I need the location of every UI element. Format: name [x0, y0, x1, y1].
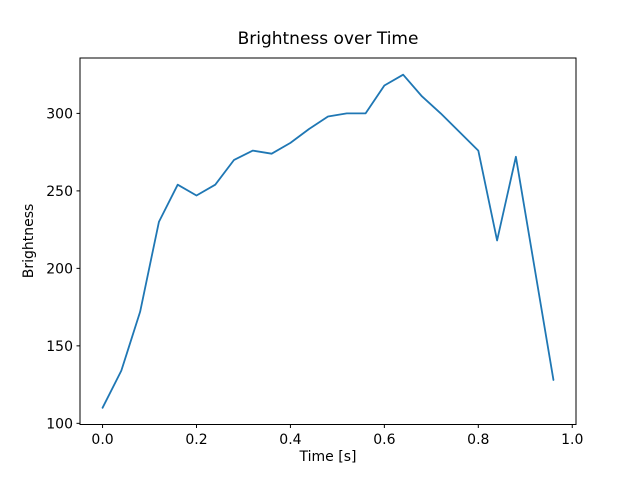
- y-tick-label: 250: [46, 184, 73, 200]
- y-tick-label: 100: [46, 416, 73, 432]
- y-tick-label: 150: [46, 339, 73, 355]
- brightness-line: [101, 73, 555, 409]
- x-tick-label: 0.8: [467, 432, 489, 448]
- x-tick-label: 0.2: [185, 432, 207, 448]
- x-tick-label: 0.0: [91, 432, 113, 448]
- x-tick-label: 1.0: [561, 432, 583, 448]
- y-tick-label: 300: [46, 106, 73, 122]
- axes-spines: [79, 57, 577, 425]
- x-tick-label: 0.6: [373, 432, 395, 448]
- x-tick-label: 0.4: [279, 432, 301, 448]
- y-tick-label: 200: [46, 261, 73, 277]
- chart-title: Brightness over Time: [237, 29, 419, 49]
- x-axis-label: Time [s]: [299, 449, 357, 465]
